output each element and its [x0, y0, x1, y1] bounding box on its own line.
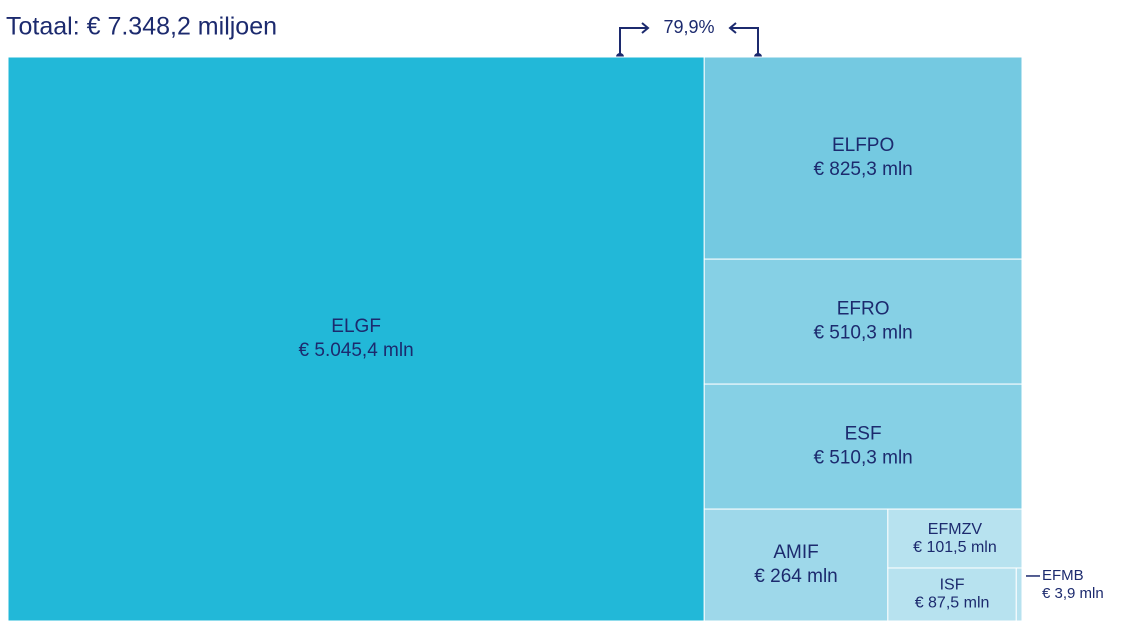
cell-name: ESF	[845, 424, 882, 445]
cell-name: ELGF	[331, 316, 381, 337]
treemap-cell	[7, 56, 705, 621]
cell-name: EFMB	[1042, 567, 1084, 584]
treemap-cell	[887, 508, 1023, 569]
cell-name: EFMZV	[928, 521, 983, 538]
cell-value-label: € 825,3 mln	[813, 159, 912, 180]
treemap-cell	[703, 383, 1023, 510]
cell-value-label: € 87,5 mln	[915, 595, 990, 612]
cell-value-label: € 510,3 mln	[813, 323, 912, 344]
share-annotation: 79,9%	[663, 17, 714, 37]
treemap-cell	[887, 567, 1017, 621]
treemap-cell	[703, 258, 1023, 385]
treemap-cell	[1015, 567, 1023, 621]
cell-value-label: € 5.045,4 mln	[299, 340, 414, 361]
cell-name: EFRO	[837, 299, 890, 320]
cell-value-label: € 264 mln	[754, 566, 837, 587]
cell-name: ELFPO	[832, 135, 894, 156]
treemap-cell	[703, 56, 1023, 260]
share-bracket	[619, 22, 759, 57]
chart-title: Totaal: € 7.348,2 miljoen	[6, 13, 277, 41]
cell-value-label: € 3,9 mln	[1042, 585, 1104, 602]
cell-name: AMIF	[773, 542, 818, 563]
cell-value-label: € 510,3 mln	[813, 448, 912, 469]
treemap-cell	[703, 508, 889, 621]
cell-value-label: € 101,5 mln	[913, 539, 997, 556]
cell-name: ISF	[940, 577, 965, 594]
